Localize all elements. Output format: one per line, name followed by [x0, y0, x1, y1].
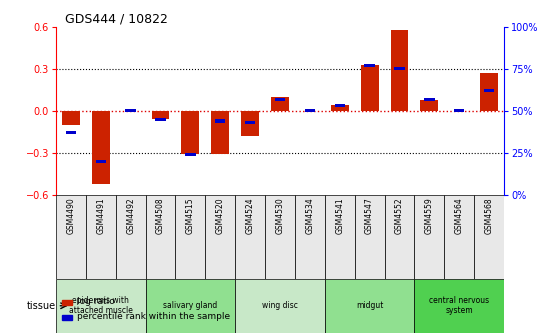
Text: GSM4508: GSM4508: [156, 197, 165, 234]
Bar: [354, 195, 385, 279]
Bar: [334, 104, 345, 108]
Bar: [155, 118, 166, 121]
Text: GSM4492: GSM4492: [126, 197, 135, 234]
Bar: [305, 109, 315, 113]
Bar: [181, 111, 199, 154]
Bar: [421, 100, 438, 111]
Bar: [265, 195, 295, 279]
Bar: [331, 105, 349, 111]
Bar: [62, 111, 80, 125]
Bar: [484, 89, 494, 92]
Bar: [146, 195, 175, 279]
Bar: [152, 111, 170, 119]
Bar: [66, 131, 76, 134]
Bar: [394, 67, 405, 71]
Text: salivary gland: salivary gland: [164, 301, 217, 310]
Bar: [295, 195, 325, 279]
Bar: [215, 119, 226, 123]
Bar: [86, 195, 116, 279]
Bar: [325, 279, 414, 333]
Bar: [116, 195, 146, 279]
Bar: [444, 195, 474, 279]
Bar: [56, 279, 146, 333]
Bar: [390, 30, 408, 111]
Bar: [365, 64, 375, 67]
Text: percentile rank within the sample: percentile rank within the sample: [77, 312, 230, 321]
Text: central nervous
system: central nervous system: [429, 296, 489, 316]
Bar: [241, 111, 259, 136]
Bar: [414, 279, 504, 333]
Text: GSM4547: GSM4547: [365, 197, 374, 234]
Bar: [245, 121, 255, 124]
Bar: [480, 73, 498, 111]
Text: GSM4520: GSM4520: [216, 197, 225, 234]
Bar: [185, 153, 195, 156]
Bar: [474, 195, 504, 279]
Text: tissue: tissue: [27, 301, 56, 311]
Bar: [235, 279, 325, 333]
Bar: [414, 195, 444, 279]
Bar: [361, 65, 379, 111]
Text: GSM4564: GSM4564: [455, 197, 464, 234]
Bar: [146, 279, 235, 333]
Bar: [211, 111, 229, 154]
Text: GSM4541: GSM4541: [335, 197, 344, 234]
Text: wing disc: wing disc: [262, 301, 298, 310]
Text: midgut: midgut: [356, 301, 383, 310]
Text: GDS444 / 10822: GDS444 / 10822: [65, 13, 168, 26]
Text: epidermis with
attached muscle: epidermis with attached muscle: [69, 296, 133, 316]
Text: GSM4534: GSM4534: [305, 197, 314, 234]
Bar: [235, 195, 265, 279]
Text: GSM4491: GSM4491: [96, 197, 105, 234]
Bar: [56, 195, 86, 279]
Bar: [385, 195, 414, 279]
Text: GSM4552: GSM4552: [395, 197, 404, 234]
Bar: [175, 195, 206, 279]
Text: GSM4490: GSM4490: [67, 197, 76, 234]
Bar: [206, 195, 235, 279]
Text: GSM4530: GSM4530: [276, 197, 284, 234]
Text: GSM4524: GSM4524: [246, 197, 255, 234]
Text: GSM4559: GSM4559: [425, 197, 434, 234]
Bar: [125, 109, 136, 113]
Text: log ratio: log ratio: [77, 297, 115, 306]
Bar: [325, 195, 354, 279]
Bar: [275, 97, 285, 101]
Bar: [271, 97, 289, 111]
Bar: [424, 97, 435, 101]
Bar: [454, 109, 464, 113]
Bar: [96, 160, 106, 163]
Text: GSM4568: GSM4568: [484, 197, 493, 234]
Text: GSM4515: GSM4515: [186, 197, 195, 234]
Bar: [92, 111, 110, 184]
